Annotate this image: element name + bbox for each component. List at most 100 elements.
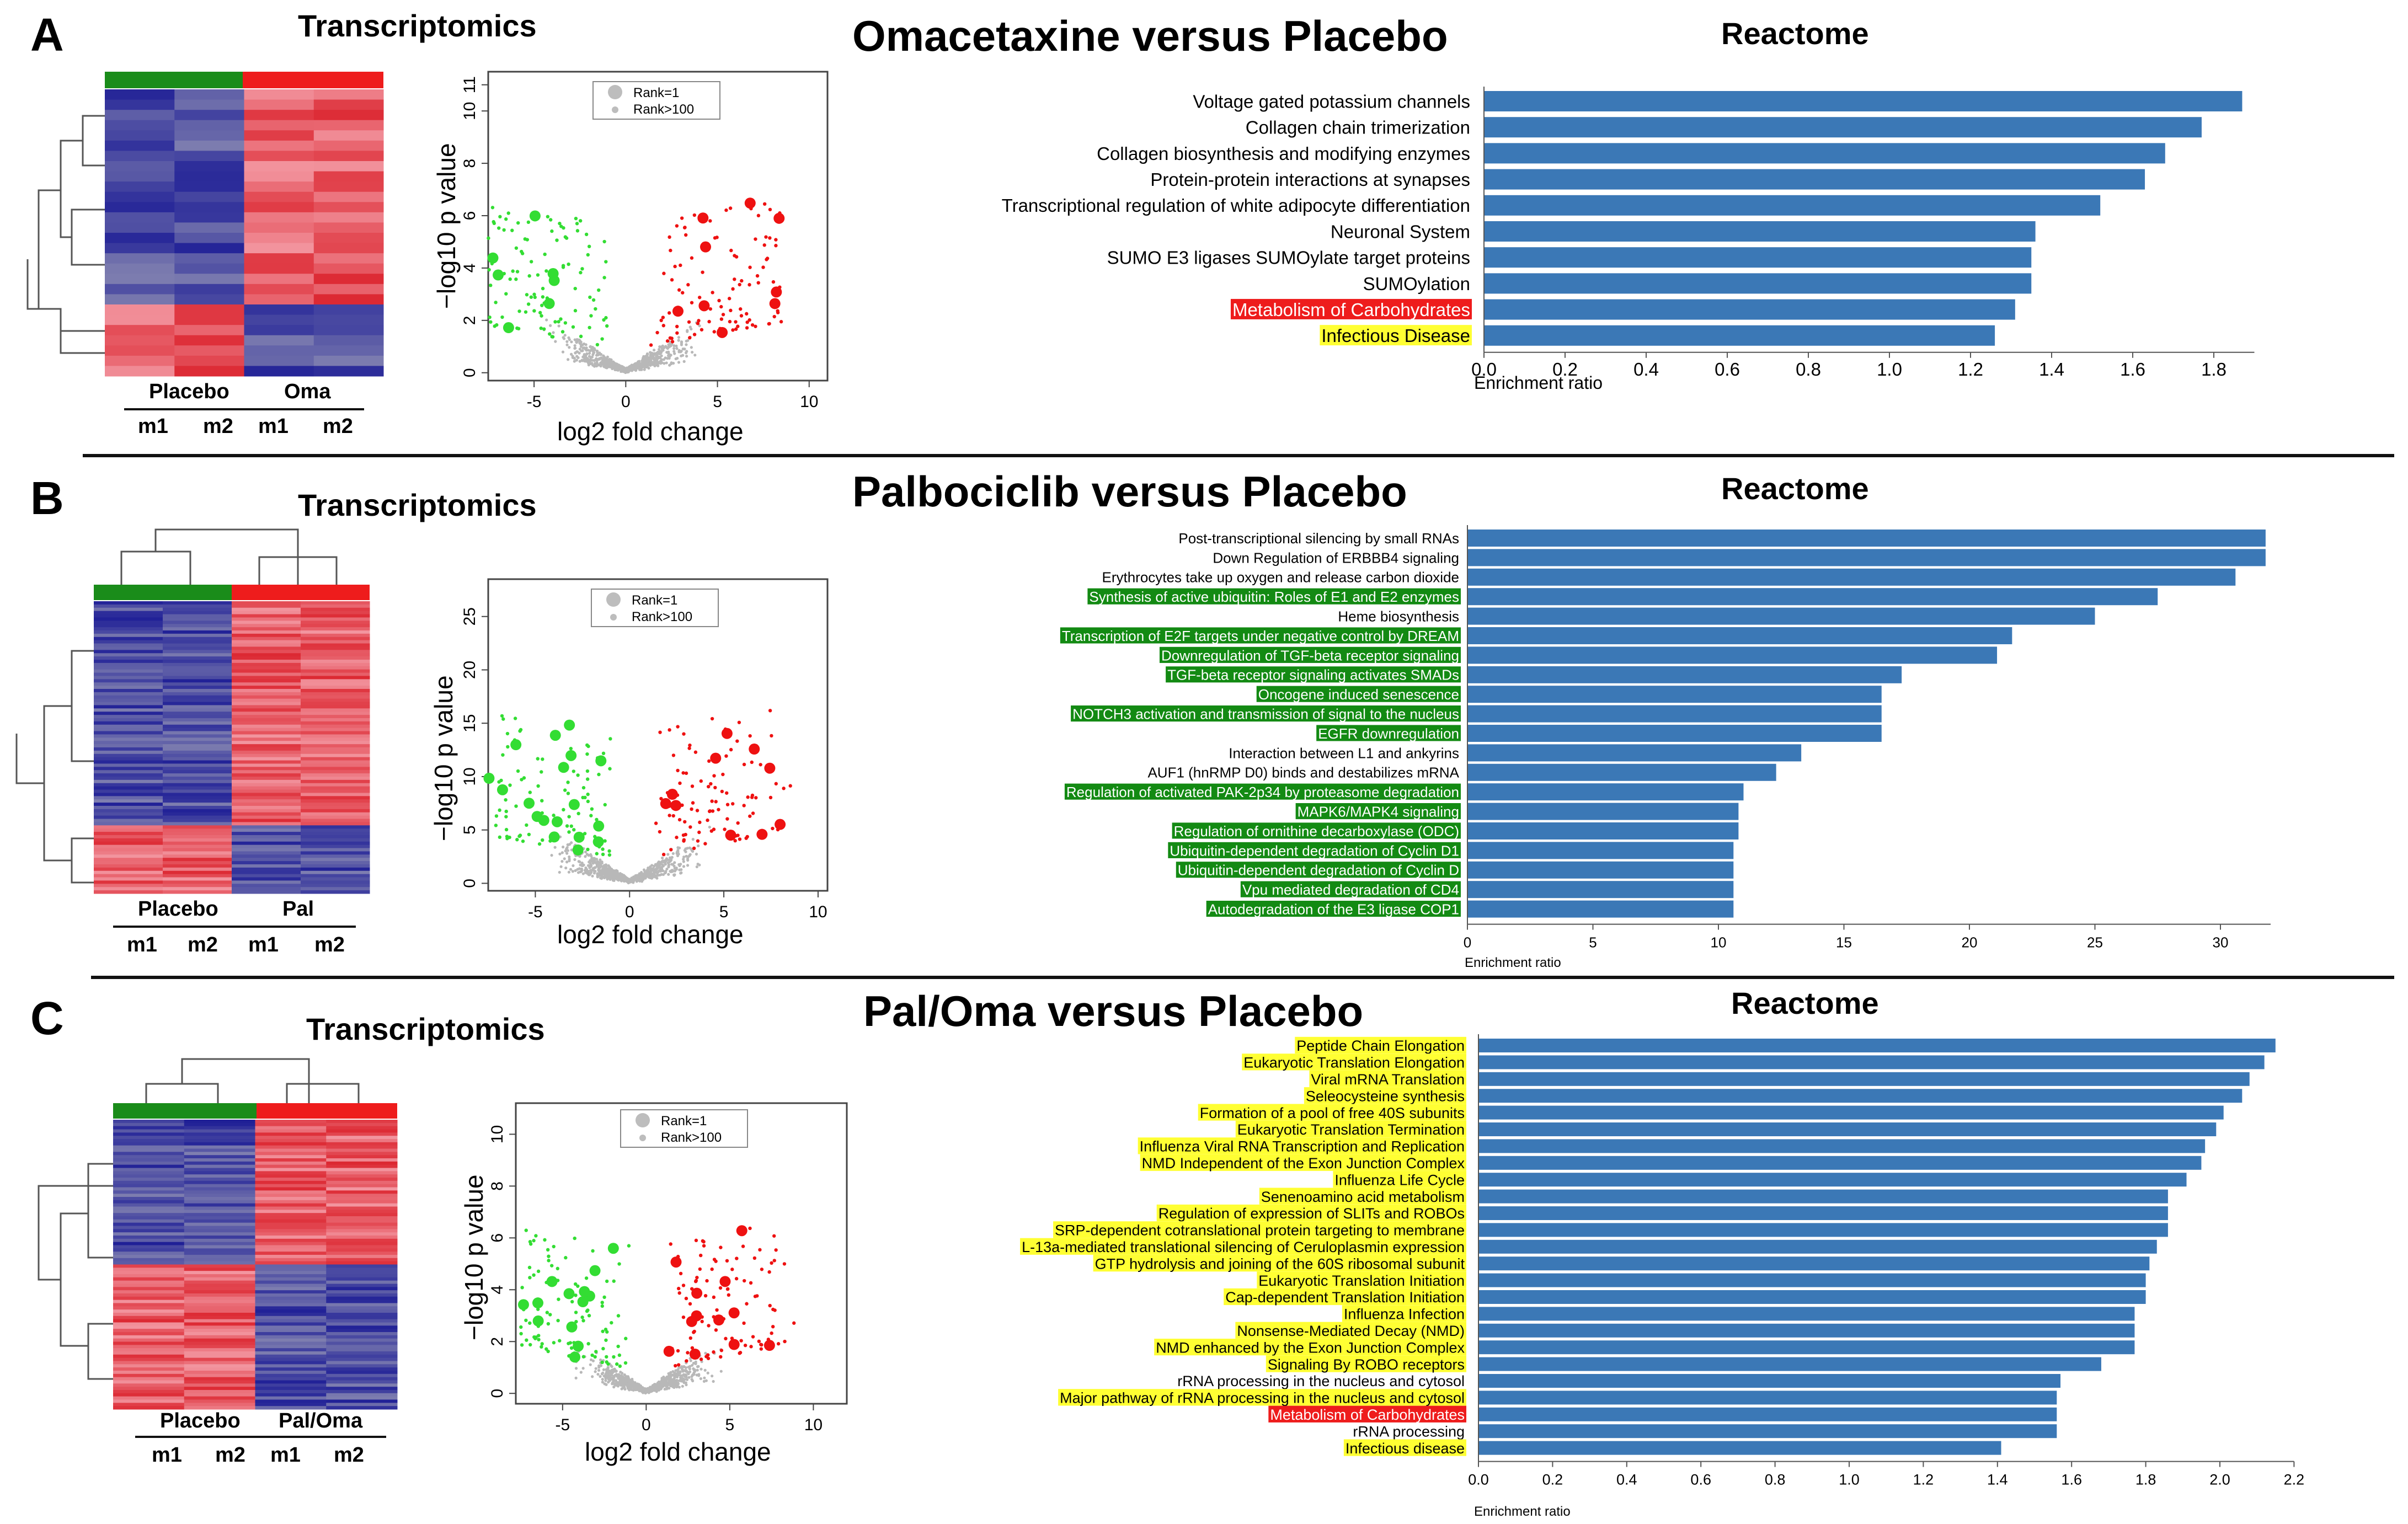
volcano-point <box>572 844 584 855</box>
reactome-bar <box>1478 1039 2276 1052</box>
heatmap-cell <box>113 1357 185 1361</box>
heatmap-cell <box>326 1232 398 1236</box>
volcano-point <box>606 1362 610 1366</box>
heatmap-cell <box>232 718 301 722</box>
heatmap-cell <box>244 110 314 121</box>
heatmap-cell <box>255 1229 327 1233</box>
volcano-point <box>600 877 604 880</box>
volcano-point <box>778 211 782 215</box>
volcano-point <box>788 784 792 788</box>
volcano-point <box>670 336 674 340</box>
volcano-point <box>680 803 684 808</box>
heatmap-cell <box>301 812 370 816</box>
volcano-point <box>718 1286 723 1290</box>
volcano-point <box>631 878 634 881</box>
heatmap-cell <box>94 835 163 839</box>
volcano-point <box>685 343 688 346</box>
volcano-point <box>645 352 649 356</box>
heatmap-cell <box>232 747 301 751</box>
volcano-point <box>519 728 523 732</box>
heatmap-cell <box>94 676 163 680</box>
heatmap-cell <box>301 819 370 822</box>
volcano-point <box>658 861 661 864</box>
volcano-point <box>668 235 671 239</box>
reactome-x-tick-label: 1.0 <box>1839 1472 1860 1488</box>
heatmap-cell <box>113 1280 185 1284</box>
heatmap-cell <box>113 1284 185 1287</box>
volcano-point <box>704 1351 707 1355</box>
volcano-point <box>676 1384 679 1388</box>
heatmap-cell <box>113 1406 185 1410</box>
volcano-point <box>680 341 684 345</box>
volcano-point <box>605 324 609 328</box>
heatmap-cell <box>301 806 370 810</box>
reactome-bar <box>1478 1223 2168 1237</box>
heatmap-cell <box>163 604 232 608</box>
volcano-point <box>619 1371 622 1374</box>
heatmap-cell <box>255 1274 327 1278</box>
volcano-point <box>699 1377 702 1381</box>
reactome-x-ticks: 0.0 0.2 0.4 0.6 0.8 1.0 1.2 1.4 1.6 1.8 <box>1471 351 2255 379</box>
heatmap-cell <box>301 851 370 855</box>
heatmap-cell <box>326 1348 398 1352</box>
volcano-point <box>697 844 700 848</box>
heatmap-cell <box>94 841 163 846</box>
volcano-point <box>670 361 673 365</box>
volcano-point <box>575 359 578 362</box>
heatmap-cell <box>184 1261 255 1265</box>
heatmap-cell <box>105 253 175 264</box>
volcano-frame <box>487 71 829 382</box>
volcano-point <box>707 759 711 763</box>
heatmap-cell <box>184 1390 255 1394</box>
heatmap-cell <box>326 1261 398 1265</box>
heatmap-cell <box>255 1296 327 1301</box>
volcano-point <box>749 207 753 211</box>
heatmap-cell <box>301 854 370 858</box>
heatmap-cell <box>255 1255 327 1259</box>
heatmap-cell <box>94 627 163 631</box>
heatmap-cell <box>184 1148 255 1152</box>
heatmap-cell <box>326 1396 398 1400</box>
volcano-point <box>572 1351 576 1355</box>
reactome-label-highlight <box>1198 1104 1466 1121</box>
reactome-x-tick-label: 5 <box>1589 934 1597 951</box>
heatmap-cell <box>163 803 232 806</box>
heatmap-cell <box>163 630 232 634</box>
volcano-point <box>602 276 606 280</box>
volcano-point <box>688 325 692 329</box>
reactome-bar <box>1484 247 2032 268</box>
volcano-point <box>572 828 576 832</box>
heatmap-cell <box>163 757 232 761</box>
heatmap-cell <box>184 1122 255 1127</box>
volcano-point <box>712 774 716 778</box>
heatmap-cell <box>184 1393 255 1397</box>
heatmap-sample-label: m1 <box>270 1443 301 1467</box>
heatmap-cell <box>232 884 301 887</box>
reactome-bar <box>1467 588 2158 606</box>
volcano-point <box>537 1338 541 1341</box>
volcano-point <box>738 837 742 841</box>
volcano-point <box>675 331 679 335</box>
volcano-point <box>612 1378 615 1381</box>
heatmap-cell <box>163 870 232 875</box>
heatmap-cell <box>184 1319 255 1323</box>
reactome-bar <box>1478 1206 2168 1220</box>
heatmap-cell <box>232 679 301 683</box>
volcano-point <box>685 1376 688 1379</box>
heatmap-cell <box>326 1145 398 1149</box>
heatmap-cell <box>326 1341 398 1345</box>
volcano-point <box>511 269 515 273</box>
volcano-point <box>618 1364 622 1368</box>
heatmap-cell <box>174 212 244 223</box>
volcano-point <box>739 1339 743 1343</box>
volcano-point <box>580 1316 584 1319</box>
heatmap-cell <box>184 1264 255 1268</box>
heatmap-cell <box>313 140 384 151</box>
volcano-point <box>536 273 540 277</box>
heatmap-cell <box>113 1287 185 1291</box>
heatmap-cell <box>326 1171 398 1175</box>
heatmap-cell <box>105 355 175 366</box>
volcano-point <box>745 1302 749 1306</box>
heatmap-cell <box>184 1309 255 1313</box>
heatmap-cell <box>255 1338 327 1342</box>
